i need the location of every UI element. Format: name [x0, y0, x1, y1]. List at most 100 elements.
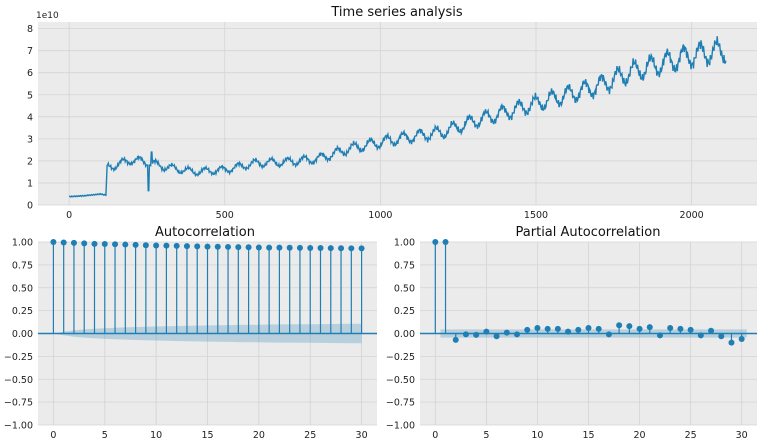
acf-x-tick-label: 10 [150, 430, 162, 441]
acf-marker [153, 242, 160, 249]
pacf-y-tick-label: −0.25 [386, 352, 415, 363]
acf-marker [358, 245, 365, 252]
pacf-y-tick-label: 0.00 [394, 329, 415, 340]
acf-marker [266, 244, 273, 251]
pacf-y-tick-label: 0.25 [394, 306, 415, 317]
acf-y-tick-label: 0.00 [12, 329, 33, 340]
pacf-x-tick-label: 25 [685, 430, 697, 441]
ts-y-tick-label: 8 [27, 24, 33, 35]
pacf-marker [667, 325, 674, 332]
pacf-marker [473, 331, 480, 338]
pacf-y-tick-label: 1.00 [394, 238, 415, 249]
pacf-marker [636, 325, 643, 332]
acf-y-tick-label: 0.25 [12, 306, 33, 317]
acf-marker [173, 242, 180, 249]
ts-y-tick-label: 6 [27, 68, 33, 79]
acf-marker [307, 244, 314, 251]
acf-y-tick-label: 0.50 [12, 283, 33, 294]
time-series-line [68, 36, 727, 198]
pacf-marker [442, 239, 449, 245]
pacf-marker [565, 328, 572, 335]
acf-marker [70, 239, 77, 246]
pacf-x-tick-label: 10 [531, 430, 543, 441]
acf-y-tick-label: −1.00 [4, 421, 33, 432]
acf-marker [194, 243, 201, 250]
pacf-marker [554, 325, 561, 332]
acf-marker [276, 244, 283, 251]
pacf-marker [524, 326, 531, 333]
pacf-marker [585, 325, 592, 332]
pacf-marker [503, 329, 510, 336]
pacf-marker [605, 331, 612, 338]
pacf-y-tick-label: −0.50 [386, 375, 415, 386]
ts-y-tick-label: 4 [27, 112, 33, 123]
pacf-marker [595, 325, 602, 332]
pacf-x-tick-label: 20 [634, 430, 646, 441]
pacf-marker [514, 331, 521, 338]
acf-marker [296, 244, 303, 251]
pacf-marker [483, 328, 490, 335]
acf-y-tick-label: 0.75 [12, 260, 33, 271]
pacf-y-tick-label: −1.00 [386, 421, 415, 432]
pacf-marker [646, 324, 653, 331]
time-series-panel: 0 1 2 3 4 5 6 7 8 0 500 1000 1500 2000 Time series ana… [27, 5, 757, 221]
pacf-marker [687, 326, 694, 333]
acf-marker [163, 242, 170, 249]
acf-title: Autocorrelation [155, 225, 255, 240]
acf-marker [204, 243, 211, 250]
acf-marker [60, 239, 67, 246]
ts-y-tick-label: 3 [27, 134, 33, 145]
acf-x-tick-label: 20 [253, 430, 265, 441]
acf-marker [183, 243, 190, 250]
pacf-marker [728, 339, 735, 346]
pacf-marker [656, 332, 663, 339]
acf-marker [112, 241, 119, 248]
ts-y-tick-label: 0 [27, 201, 33, 212]
pacf-y-tick-label: −0.75 [386, 398, 415, 409]
pacf-x-tick-label: 15 [582, 430, 594, 441]
pacf-marker [697, 332, 704, 339]
acf-x-tick-label: 15 [201, 430, 213, 441]
ts-x-tick-label: 0 [66, 210, 72, 221]
ts-x-tick-label: 2000 [680, 210, 704, 221]
acf-marker [327, 245, 334, 252]
time-series-title: Time series analysis [330, 5, 462, 20]
acf-x-tick-label: 25 [304, 430, 316, 441]
acf-x-tick-label: 30 [356, 430, 368, 441]
pacf-marker [534, 325, 541, 332]
acf-y-tick-label: −0.75 [4, 398, 33, 409]
pacf-marker [616, 322, 623, 329]
pacf-marker [544, 325, 551, 332]
pacf-marker [462, 331, 469, 338]
pacf-marker [677, 325, 684, 332]
acf-marker [101, 241, 108, 248]
pacf-marker [452, 336, 459, 343]
ts-y-tick-label: 7 [27, 46, 33, 57]
acf-marker [255, 244, 262, 251]
pacf-marker [432, 239, 439, 245]
acf-marker [91, 240, 98, 247]
acf-marker [245, 244, 252, 251]
acf-marker [50, 239, 57, 245]
ts-x-tick-label: 500 [216, 210, 234, 221]
acf-y-tick-label: −0.50 [4, 375, 33, 386]
time-series-offset-label: 1e10 [36, 11, 59, 21]
ts-x-tick-label: 1000 [368, 210, 392, 221]
acf-marker [235, 244, 242, 251]
acf-panel: −1.00 −0.75 −0.50 −0.25 0.00 0.25 0.50 0.75 1.00… [4, 225, 377, 441]
pacf-x-tick-label: 5 [483, 430, 489, 441]
pacf-marker [626, 323, 633, 330]
acf-marker [81, 240, 88, 247]
acf-x-tick-label: 0 [50, 430, 56, 441]
ts-plot-area [38, 22, 757, 205]
acf-marker [142, 242, 149, 249]
pacf-marker [575, 326, 582, 333]
pacf-marker [738, 335, 745, 342]
acf-marker [338, 245, 345, 252]
acf-marker [225, 243, 232, 250]
pacf-marker [718, 333, 725, 340]
pacf-x-tick-label: 30 [736, 430, 748, 441]
pacf-y-tick-label: 0.75 [394, 260, 415, 271]
acf-marker [348, 245, 355, 252]
